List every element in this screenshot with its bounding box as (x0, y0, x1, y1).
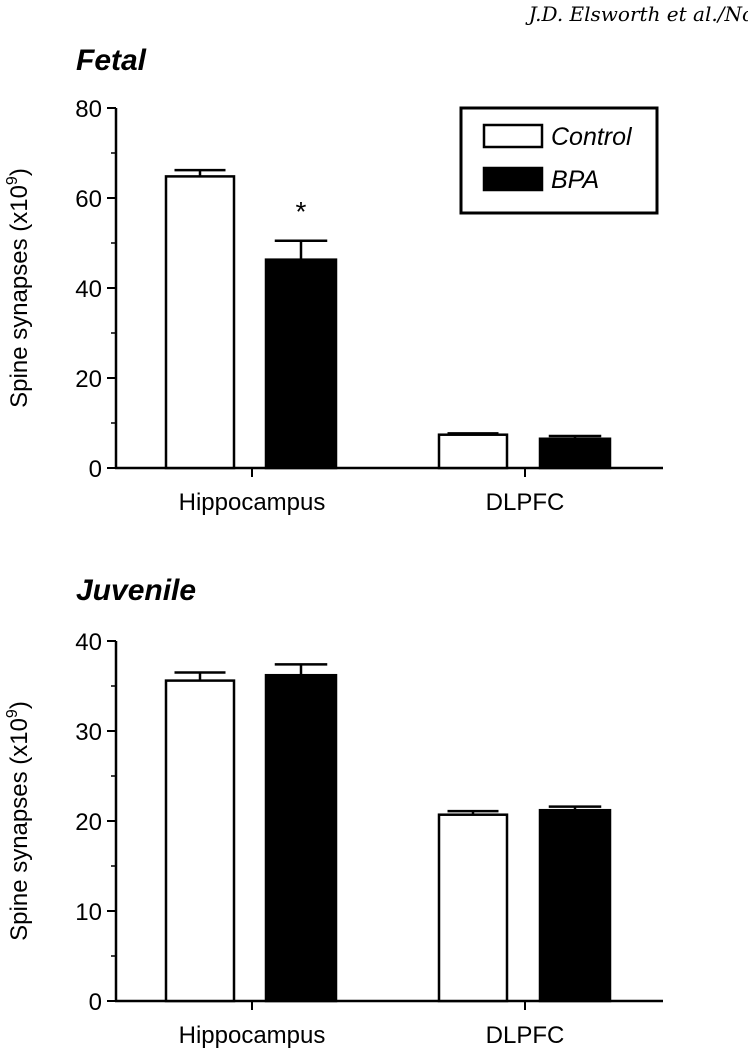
chart-juvenile: Juvenile Spine synapses (x109) 0 10 20 30 40 Hi… (4, 574, 663, 1049)
y-tick-label: 20 (75, 366, 102, 393)
y-tick-label: 80 (75, 96, 102, 123)
x-tick-label: Hippocampus (179, 489, 326, 516)
y-axis-label-exponent: 9 (4, 176, 21, 185)
y-tick-label: 10 (75, 899, 102, 926)
bar-control-hippocampus (164, 175, 236, 470)
x-tick-label: DLPFC (486, 1022, 565, 1049)
y-axis-label: Spine synapses (x109) (4, 168, 33, 408)
y-tick-label: 20 (75, 809, 102, 836)
chart-title: Fetal (76, 44, 147, 77)
y-tick-label: 0 (89, 456, 102, 483)
bar-control-hippocampus (164, 679, 236, 1003)
bar-bpa-dlpfc (538, 808, 612, 1003)
chart-title: Juvenile (76, 574, 196, 607)
legend-swatch-bpa (482, 166, 544, 192)
bar-bpa-dlpfc (538, 437, 612, 470)
y-tick-label: 30 (75, 719, 102, 746)
y-tick-label: 40 (75, 276, 102, 303)
legend: Control BPA (459, 106, 659, 215)
y-axis-label-exponent: 9 (4, 709, 21, 718)
y-axis-label-text: Spine synapses (x10 (6, 718, 33, 941)
x-tick-label: DLPFC (486, 489, 565, 516)
running-header: J.D. Elsworth et al./No (528, 2, 748, 26)
bar-control-dlpfc (437, 813, 509, 1003)
legend-label-control: Control (551, 123, 633, 151)
y-axis-label-text: Spine synapses (x10 (6, 185, 33, 408)
bar-bpa-hippocampus (264, 258, 338, 470)
bar-bpa-hippocampus (264, 673, 338, 1003)
y-tick-label: 60 (75, 186, 102, 213)
legend-swatch-control (482, 123, 544, 149)
chart-fetal: Fetal Spine synapses (x109) 0 20 40 60 80 Hippo… (4, 44, 663, 516)
x-tick-label: Hippocampus (179, 1022, 326, 1049)
y-tick-label: 0 (89, 989, 102, 1016)
bar-control-dlpfc (437, 433, 509, 470)
legend-label-bpa: BPA (551, 166, 599, 194)
y-tick-label: 40 (75, 629, 102, 656)
y-axis-label: Spine synapses (x109) (4, 701, 33, 941)
y-axis-label-close: ) (6, 168, 33, 176)
significance-asterisk: * (296, 196, 307, 227)
y-axis-label-close: ) (6, 701, 33, 709)
